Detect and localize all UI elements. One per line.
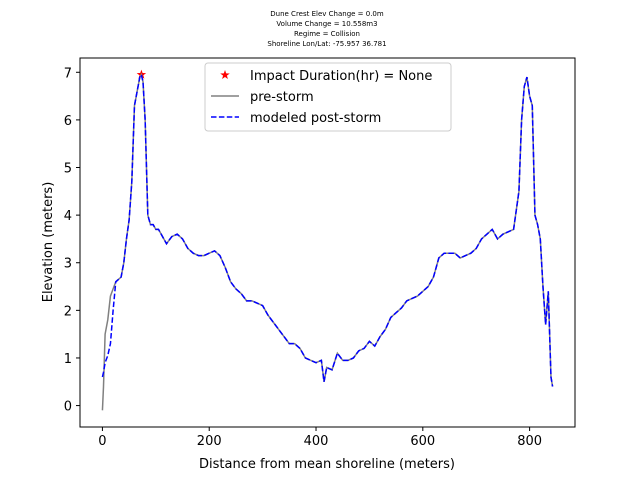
x-tick-label: 400 [304,434,329,449]
y-tick-label: 3 [64,257,72,272]
legend-label: pre-storm [250,90,314,105]
x-axis-label: Distance from mean shoreline (meters) [199,457,455,472]
y-tick-label: 4 [64,209,72,224]
profile-line [101,72,554,387]
plot-frame [79,57,576,428]
chart-title: Volume Change = 10.558m3 [276,20,377,28]
chart-title: Regime = Collision [294,30,360,38]
x-tick-label: 600 [410,434,435,449]
y-tick-label: 2 [64,304,72,319]
y-axis-label: Elevation (meters) [41,182,56,303]
y-tick-label: 5 [64,162,72,177]
x-tick-label: 200 [197,434,222,449]
legend-marker [220,70,230,80]
x-tick-label: 0 [98,434,106,449]
legend-box [204,62,452,132]
y-tick-label: 1 [64,352,72,367]
y-tick-label: 7 [64,66,72,81]
legend-label: Impact Duration(hr) = None [250,69,432,84]
y-tick-label: 0 [64,400,72,415]
legend-label: modeled post-storm [250,111,381,126]
chart-title: Dune Crest Elev Change = 0.0m [270,10,384,18]
y-tick-label: 6 [64,114,72,129]
chart-title: Shoreline Lon/Lat: -75.957 36.781 [267,40,386,48]
x-tick-label: 800 [517,434,542,449]
